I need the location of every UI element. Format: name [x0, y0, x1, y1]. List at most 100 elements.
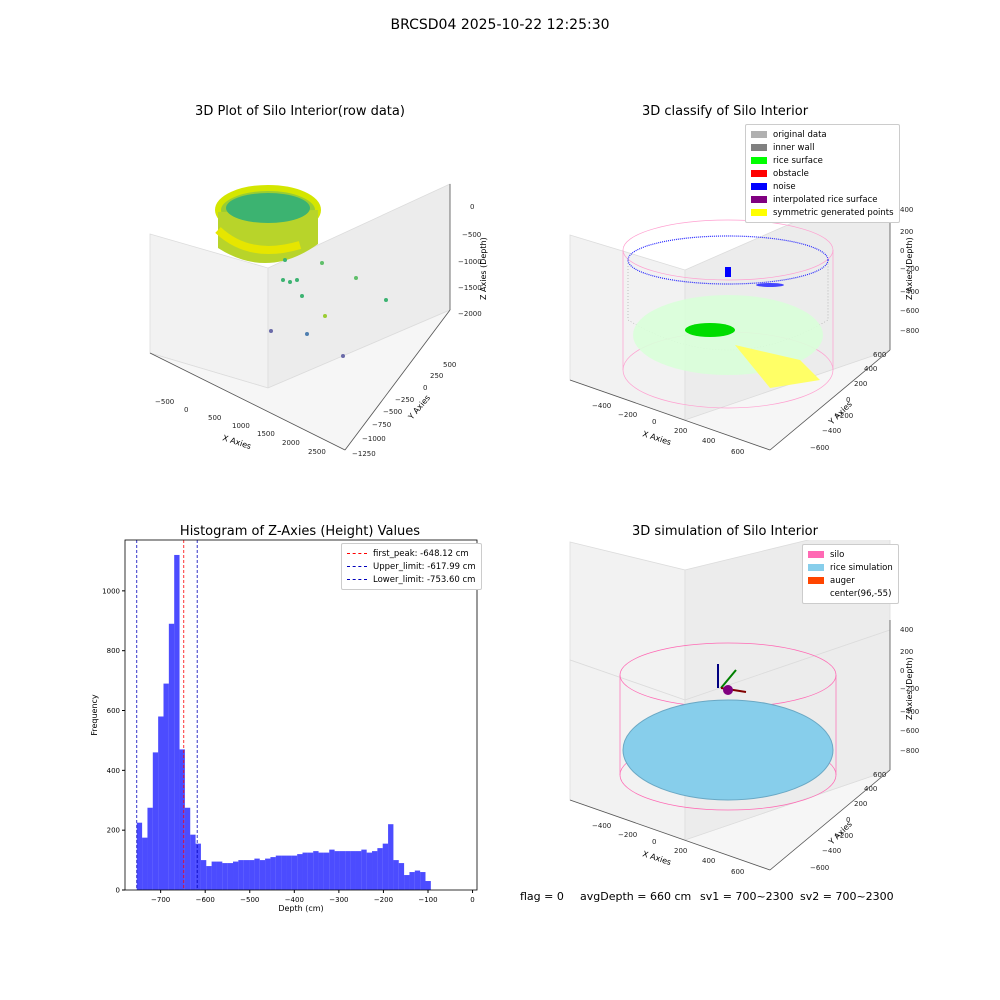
raw-plot-title: 3D Plot of Silo Interior(row data): [195, 104, 405, 119]
classify-z-tick: −800: [900, 327, 919, 335]
legend-item: rice simulation: [808, 561, 893, 574]
raw-y-tick: 250: [430, 372, 443, 380]
legend-item: symmetric generated points: [751, 206, 894, 219]
classify-rice-surface: [633, 267, 823, 388]
classify-x-tick: 200: [674, 427, 687, 435]
simulation-x-tick: −400: [592, 822, 611, 830]
histogram-bar: [147, 807, 153, 890]
simulation-y-tick: 200: [854, 800, 867, 808]
histogram-bar: [238, 860, 244, 890]
histogram-y-label: Frequency: [90, 694, 99, 736]
raw-y-tick: −500: [383, 408, 402, 416]
histogram-bar: [142, 837, 148, 890]
classify-plot-title: 3D classify of Silo Interior: [641, 104, 809, 119]
histogram-bar: [249, 860, 255, 890]
legend-swatch: [751, 209, 767, 216]
histogram-y-tick-label: 800: [107, 647, 120, 655]
histogram-bar: [313, 851, 319, 890]
sv2-text: sv2 = 700~2300: [800, 890, 894, 903]
raw-z-tick: −500: [462, 231, 481, 239]
legend-swatch: [808, 577, 824, 584]
classify-x-tick: −200: [618, 411, 637, 419]
classify-z-tick: −400: [900, 288, 919, 296]
legend-label: auger: [830, 575, 855, 586]
histogram-x-tick-label: −700: [151, 896, 170, 904]
histogram-bar: [270, 857, 276, 890]
histogram-bar: [350, 851, 356, 890]
flag-text: flag = 0: [520, 890, 564, 903]
legend-swatch: [751, 131, 767, 138]
histogram-x-tick-label: −500: [240, 896, 259, 904]
histogram-bar: [184, 807, 191, 890]
histogram-y-tick-label: 400: [107, 767, 120, 775]
histogram-bar: [345, 851, 351, 890]
legend-item: Lower_limit: -753.60 cm: [347, 573, 476, 586]
histogram-bar: [206, 866, 212, 890]
simulation-x-tick: −200: [618, 831, 637, 839]
simulation-y-tick: 400: [864, 785, 877, 793]
histogram-bar: [393, 860, 399, 890]
histogram-bar: [281, 855, 287, 890]
legend-item: center(96,-55): [808, 587, 893, 600]
histogram-x-tick-label: 0: [470, 896, 474, 904]
legend-label: interpolated rice surface: [773, 194, 878, 205]
raw-x-tick: 1500: [257, 430, 275, 438]
raw-x-tick: 2500: [308, 448, 326, 456]
histogram-bar: [233, 861, 239, 890]
histogram-y-tick-label: 600: [107, 707, 120, 715]
simulation-3d-plot: −400 −200 0 200 400 600 600 400 200 0 −2…: [569, 540, 919, 876]
histogram-x-tick-label: −400: [285, 896, 304, 904]
histogram-bar: [286, 855, 292, 890]
legend-item: silo: [808, 548, 893, 561]
histogram-bar: [420, 872, 426, 890]
histogram-bar: [243, 860, 250, 890]
legend-label: center(96,-55): [830, 588, 892, 599]
classify-y-tick: 200: [854, 380, 867, 388]
legend-item: rice surface: [751, 154, 894, 167]
histogram-bar: [190, 834, 196, 890]
classify-x-tick: 600: [731, 448, 744, 456]
histogram-legend: first_peak: -648.12 cm Upper_limit: -617…: [341, 543, 482, 590]
histogram-y-tick-label: 200: [107, 827, 120, 835]
simulation-legend: silo rice simulation auger center(96,-55…: [802, 544, 899, 604]
raw-surface-points: [215, 185, 388, 358]
histogram-frame: [124, 539, 478, 891]
histogram-chart: −700 −600 −500 −400 −300 −200 −100 0 0 200 400 600…: [90, 539, 478, 913]
histogram-bar: [307, 852, 314, 890]
histogram-bar: [366, 852, 373, 890]
legend-label: rice simulation: [830, 562, 893, 573]
histogram-bar: [425, 881, 431, 890]
simulation-z-tick: 0: [900, 667, 904, 675]
classify-y-tick: 0: [846, 396, 850, 404]
legend-label: first_peak: -648.12 cm: [373, 548, 469, 559]
raw-x-tick: 500: [208, 414, 221, 422]
histogram-y-tick-label: 1000: [102, 587, 120, 595]
histogram-bar: [377, 848, 383, 890]
legend-line: [347, 579, 367, 580]
histogram-bar: [168, 623, 175, 890]
histogram-bar: [152, 752, 159, 890]
classify-x-axis-label: X Axies: [641, 429, 672, 447]
histogram-bar: [158, 716, 164, 890]
legend-swatch: [751, 196, 767, 203]
legend-swatch: [751, 157, 767, 164]
raw-z-axis-label: Z Axies (Depth): [479, 237, 488, 300]
legend-label: obstacle: [773, 168, 809, 179]
simulation-x-tick: 600: [731, 868, 744, 876]
legend-swatch: [808, 564, 824, 571]
raw-y-tick: −250: [395, 396, 414, 404]
histogram-bar: [174, 554, 180, 890]
legend-label: symmetric generated points: [773, 207, 894, 218]
histogram-bar: [211, 861, 217, 890]
histogram-bar: [163, 683, 169, 890]
legend-line: [347, 553, 367, 554]
simulation-y-tick: −600: [810, 864, 829, 872]
simulation-rice-surface: [622, 699, 834, 801]
simulation-y-tick: 600: [873, 771, 886, 779]
simulation-z-axis-label: Z Axies (Depth): [905, 657, 914, 720]
classify-z-tick: 400: [900, 206, 913, 214]
histogram-bar: [334, 851, 340, 890]
classify-x-tick: −400: [592, 402, 611, 410]
classify-y-tick: 400: [864, 365, 877, 373]
simulation-z-tick: 400: [900, 626, 913, 634]
